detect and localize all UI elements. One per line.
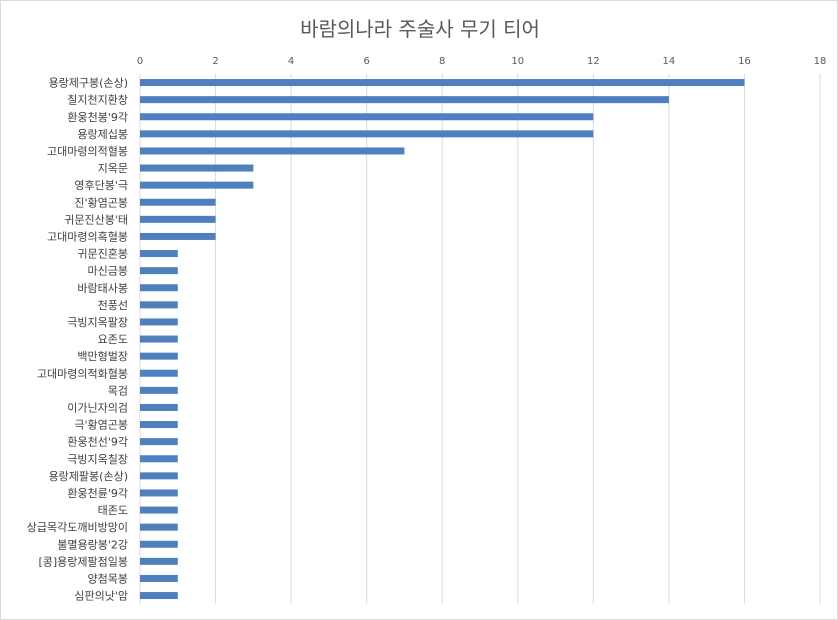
x-tick-label: 18 <box>814 56 827 67</box>
bar <box>140 523 178 531</box>
x-tick-label: 8 <box>439 56 445 67</box>
bar <box>140 369 178 377</box>
bar <box>140 232 216 240</box>
x-tick-label: 12 <box>587 56 600 67</box>
category-label: 마신금봉 <box>88 265 128 278</box>
category-label: 태존도 <box>98 504 128 517</box>
bar <box>140 489 178 497</box>
bar <box>140 506 178 514</box>
bar <box>140 164 254 172</box>
bar <box>140 455 178 463</box>
category-label: 심판의낫'암 <box>74 590 128 603</box>
bar <box>140 335 178 343</box>
x-tick-label: 10 <box>511 56 524 67</box>
category-label: 불멸용랑봉'2강 <box>57 538 128 551</box>
category-label: 백만형벌장 <box>77 350 128 363</box>
category-label: 극'황염곤봉 <box>74 419 128 432</box>
category-label: 용랑제구봉(손상) <box>49 77 128 90</box>
category-label: 바람태사봉 <box>77 282 128 295</box>
bar <box>140 386 178 394</box>
bar <box>140 181 254 189</box>
bar <box>140 574 178 582</box>
category-labels: 용랑제구봉(손상) 칠지천지환창환웅천봉'9각용랑제십봉고대마령의적혈봉지옥문영후… <box>27 77 128 603</box>
category-label: 귀문진혼봉 <box>77 248 128 261</box>
gridlines <box>139 74 821 605</box>
bar <box>140 79 745 87</box>
category-label: 환웅천봉'9각 <box>67 110 128 124</box>
x-axis-tick-labels: 0 2 4 6 8 10 12 14 16 18 <box>137 56 827 67</box>
bar <box>140 472 178 480</box>
category-label: 극빙지옥팔장 <box>67 316 128 329</box>
bar <box>140 113 594 121</box>
category-label: 이가닌자의검 <box>67 401 128 414</box>
bar <box>140 540 178 548</box>
bar <box>140 403 178 411</box>
category-label: 고대마령의적혈봉 <box>47 144 128 158</box>
category-label: 지옥문 <box>98 162 128 175</box>
bar <box>140 96 669 104</box>
bar <box>140 318 178 326</box>
category-label: 용랑제십봉 <box>77 128 128 141</box>
bar <box>140 421 178 429</box>
x-tick-label: 4 <box>288 56 294 67</box>
bar <box>140 147 405 155</box>
category-label: 영후단봉'극 <box>74 179 128 192</box>
category-label: 극빙지옥칠장 <box>67 453 128 466</box>
bar <box>140 557 178 565</box>
category-label: 요존도 <box>98 333 128 346</box>
chart-title: 바람의나라 주술사 무기 티어 <box>300 17 540 41</box>
category-label: 진'황염곤봉 <box>74 196 128 209</box>
x-tick-label: 6 <box>363 56 369 67</box>
x-tick-label: 16 <box>738 56 751 67</box>
bars <box>140 79 745 600</box>
category-label: [콩]용랑제팔점일봉 <box>38 554 128 568</box>
bar <box>140 267 178 275</box>
x-tick-label: 0 <box>137 56 143 67</box>
category-label: 환웅천선'9각 <box>67 435 128 449</box>
bar <box>140 592 178 600</box>
category-label: 상급목각도깨비방망이 <box>27 521 128 534</box>
x-tick-label: 2 <box>212 56 218 67</box>
x-tick-label: 14 <box>663 56 676 67</box>
category-label: 용랑제팔봉(손상) <box>49 470 128 483</box>
category-label: 칠지천지환창 <box>67 93 128 107</box>
category-label: 귀문진산봉'태 <box>64 213 128 226</box>
bar <box>140 215 216 223</box>
bar <box>140 301 178 309</box>
category-label: 고대마령의흑혈봉 <box>47 229 128 243</box>
bar <box>140 250 178 258</box>
category-label: 환웅천륜'9각 <box>67 486 128 500</box>
bar <box>140 438 178 446</box>
category-label: 양첨목봉 <box>88 572 128 585</box>
category-label: 고대마령의적화혈봉 <box>37 366 128 380</box>
category-label: 천풍선 <box>98 298 128 312</box>
bar <box>140 284 178 292</box>
bar <box>140 130 594 138</box>
bar <box>140 352 178 360</box>
category-label: 목검 <box>108 384 128 397</box>
bar <box>140 198 216 206</box>
